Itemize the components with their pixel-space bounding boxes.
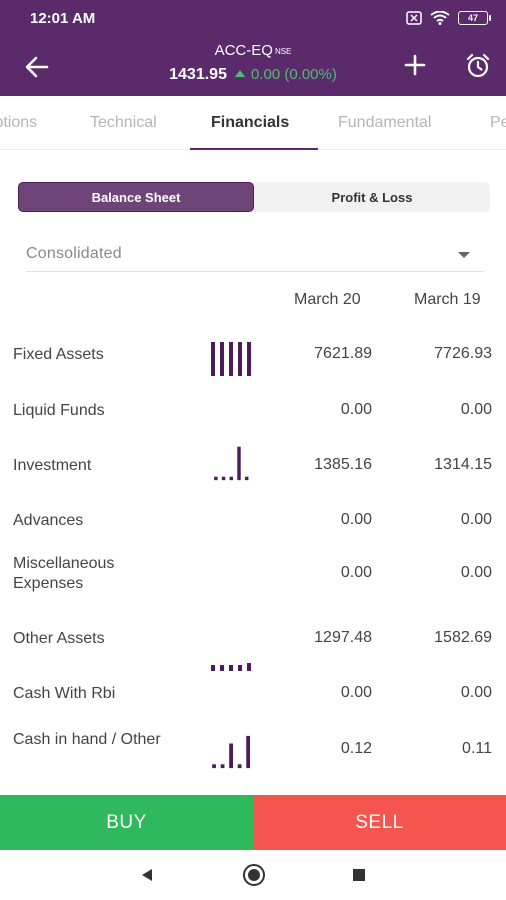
exchange-label: NSE <box>274 47 292 56</box>
value-march-20: 0.00 <box>340 401 372 418</box>
alarm-clock-icon <box>466 53 490 78</box>
balance-sheet-button[interactable]: Balance Sheet <box>18 182 254 212</box>
row-label: Cash in hand / Other <box>13 731 161 748</box>
row-label: Investment <box>13 457 92 474</box>
trend-sparkline <box>214 446 249 481</box>
status-time: 12:01 AM <box>30 9 96 27</box>
value-march-19: 0.00 <box>460 684 492 701</box>
nav-recents-button[interactable] <box>346 862 372 888</box>
trend-sparkline <box>212 735 251 769</box>
tab-options[interactable]: Options <box>0 114 38 131</box>
tab-financials[interactable]: Financials <box>211 114 290 131</box>
value-march-19: 0.11 <box>462 740 492 757</box>
row-label: Cash With Rbi <box>13 685 116 702</box>
row-label: Miscellaneous Expenses <box>13 555 115 592</box>
value-march-19: 1314.15 <box>434 456 492 473</box>
value-march-20: 0.12 <box>340 740 372 757</box>
value-march-19: 0.00 <box>460 511 492 528</box>
change-up-icon <box>234 70 245 77</box>
row-label: Fixed Assets <box>13 346 104 363</box>
system-nav-bar <box>0 850 506 900</box>
value-march-20: 1297.48 <box>314 629 372 646</box>
row-label: Liquid Funds <box>13 402 105 419</box>
row-label: Advances <box>13 512 84 529</box>
value-march-20: 0.00 <box>340 684 372 701</box>
add-watchlist-button[interactable] <box>400 50 430 80</box>
value-march-19: 0.00 <box>460 401 492 418</box>
stock-title: ACC-EQ NSE 1431.95 0.00 (0.00%) <box>100 42 406 84</box>
nav-back-button[interactable] <box>134 862 160 888</box>
tab-bar: Options Technical Financials Fundamental… <box>0 96 506 150</box>
value-march-20: 0.00 <box>340 564 372 581</box>
back-button[interactable] <box>22 52 52 82</box>
price-change: 0.00 (0.00%) <box>250 66 337 83</box>
battery-icon: 47 <box>458 11 491 25</box>
dropdown-value: Consolidated <box>26 245 122 262</box>
status-bar: 12:01 AM 47 <box>0 0 506 36</box>
chevron-down-icon <box>458 252 470 258</box>
value-march-20: 7621.89 <box>314 345 372 362</box>
tab-fundamental[interactable]: Fundamental <box>338 114 432 131</box>
back-arrow-icon <box>25 56 49 78</box>
stock-price: 1431.95 <box>169 66 227 83</box>
battery-level: 47 <box>467 13 478 23</box>
trend-sparkline <box>211 663 251 671</box>
stock-symbol: ACC-EQ <box>214 42 273 59</box>
home-circle-icon <box>243 864 265 886</box>
value-march-20: 1385.16 <box>314 456 372 473</box>
status-icons: 47 <box>406 11 491 25</box>
value-march-19: 1582.69 <box>434 629 492 646</box>
value-march-19: 7726.93 <box>434 345 492 362</box>
statement-toggle: Balance Sheet Profit & Loss <box>18 182 490 212</box>
value-march-20: 0.00 <box>340 511 372 528</box>
recents-square-icon <box>353 869 365 881</box>
column-header-march-19: March 19 <box>414 291 481 308</box>
sim-icon <box>406 11 422 25</box>
price-alert-button[interactable] <box>462 50 494 82</box>
tab-indicator <box>190 148 318 150</box>
profit-loss-button[interactable]: Profit & Loss <box>331 189 413 205</box>
buy-button[interactable]: BUY <box>0 795 253 850</box>
tab-peers[interactable]: Pe <box>490 114 506 131</box>
sell-button[interactable]: SELL <box>253 795 506 850</box>
back-triangle-icon <box>142 869 152 881</box>
wifi-icon <box>430 11 450 25</box>
value-march-19: 0.00 <box>460 564 492 581</box>
row-label: Other Assets <box>13 630 105 647</box>
plus-icon <box>404 54 426 76</box>
trend-sparkline <box>211 342 251 376</box>
consolidation-dropdown[interactable]: Consolidated <box>26 236 484 272</box>
tab-technical[interactable]: Technical <box>90 114 157 131</box>
app-bar: ACC-EQ NSE 1431.95 0.00 (0.00%) <box>0 36 506 96</box>
nav-home-button[interactable] <box>241 862 267 888</box>
column-header-march-20: March 20 <box>294 291 361 308</box>
